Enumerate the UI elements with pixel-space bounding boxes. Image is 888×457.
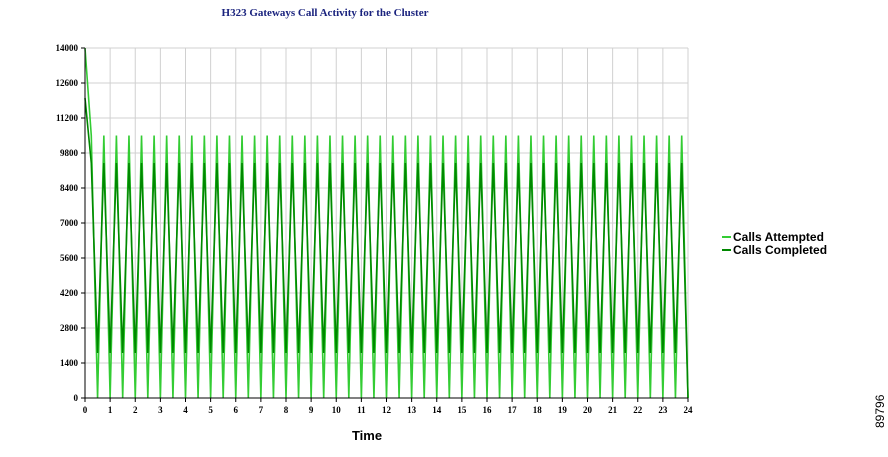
x-tick-label: 10 [332,405,342,415]
x-tick-label: 17 [508,405,518,415]
x-tick-label: 3 [158,405,163,415]
x-tick-label: 23 [658,405,668,415]
legend-label: Calls Completed [733,243,827,257]
y-tick-label: 5600 [60,253,79,263]
x-tick-label: 2 [133,405,138,415]
y-tick-label: 14000 [56,43,79,53]
y-tick-label: 7000 [60,218,79,228]
x-tick-label: 11 [357,405,366,415]
x-tick-label: 0 [83,405,88,415]
series-line [84,97,689,399]
x-tick-label: 4 [183,405,188,415]
x-tick-label: 24 [684,405,694,415]
figure-id: 89796 [873,394,887,428]
x-tick-label: 13 [407,405,417,415]
legend-label: Calls Attempted [733,230,824,244]
x-tick-label: 12 [382,405,392,415]
x-tick-label: 20 [583,405,593,415]
x-tick-label: 18 [533,405,543,415]
x-tick-label: 14 [432,405,442,415]
x-tick-label: 19 [558,405,568,415]
x-tick-label: 21 [608,405,618,415]
y-tick-label: 0 [74,393,79,403]
x-tick-label: 7 [259,405,264,415]
x-tick-label: 22 [633,405,643,415]
y-tick-label: 11200 [56,113,79,123]
x-tick-label: 6 [234,405,239,415]
y-tick-label: 8400 [60,183,79,193]
x-tick-label: 5 [208,405,213,415]
y-tick-label: 1400 [60,358,79,368]
y-tick-label: 9800 [60,148,79,158]
x-tick-label: 8 [284,405,289,415]
chart-title: H323 Gateways Call Activity for the Clus… [222,7,429,19]
y-tick-label: 4200 [60,288,79,298]
x-tick-label: 9 [309,405,314,415]
x-tick-label: 16 [483,405,493,415]
y-tick-label: 12600 [56,78,79,88]
x-tick-label: 1 [108,405,113,415]
x-axis-label: Time [352,428,382,443]
y-tick-label: 2800 [60,323,79,333]
x-tick-label: 15 [457,405,467,415]
